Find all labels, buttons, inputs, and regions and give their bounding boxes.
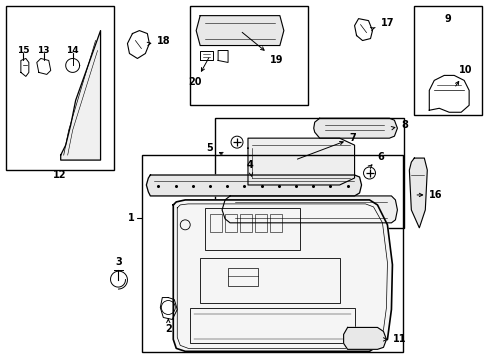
Text: 18: 18 (147, 36, 171, 46)
Bar (224, 214, 237, 232)
Polygon shape (61, 31, 101, 160)
Bar (190, 307, 354, 343)
Polygon shape (247, 138, 354, 185)
Text: 7: 7 (297, 133, 356, 159)
Bar (190, 6, 307, 105)
Text: 9: 9 (444, 14, 450, 24)
Text: 12: 12 (53, 170, 66, 180)
Text: 4: 4 (246, 160, 253, 176)
Bar (210, 214, 222, 232)
Text: 19: 19 (242, 32, 283, 66)
Text: 16: 16 (416, 190, 442, 200)
Text: 13: 13 (38, 46, 50, 55)
Bar (240, 214, 251, 232)
Text: 8: 8 (390, 120, 407, 130)
Text: 1: 1 (128, 213, 135, 223)
Bar (142, 155, 403, 352)
Polygon shape (343, 328, 386, 349)
Text: 5: 5 (206, 143, 223, 156)
Polygon shape (313, 118, 397, 138)
Text: 14: 14 (66, 46, 79, 55)
Text: 20: 20 (188, 58, 208, 87)
Text: 10: 10 (454, 66, 472, 86)
Bar (227, 268, 258, 285)
Bar (6, 6, 113, 170)
Bar (215, 118, 404, 228)
Bar (205, 208, 299, 250)
Text: 6: 6 (367, 152, 384, 168)
Text: 17: 17 (369, 18, 393, 31)
Text: 3: 3 (115, 257, 122, 267)
Text: 15: 15 (17, 46, 29, 55)
Polygon shape (196, 15, 283, 45)
Bar (200, 258, 339, 302)
Polygon shape (222, 196, 397, 223)
Text: 11: 11 (383, 334, 406, 345)
Bar (269, 214, 281, 232)
Bar (254, 214, 266, 232)
Text: 2: 2 (164, 319, 171, 334)
Bar (413, 6, 481, 115)
Polygon shape (408, 158, 427, 228)
Polygon shape (146, 175, 361, 196)
Polygon shape (173, 200, 392, 351)
